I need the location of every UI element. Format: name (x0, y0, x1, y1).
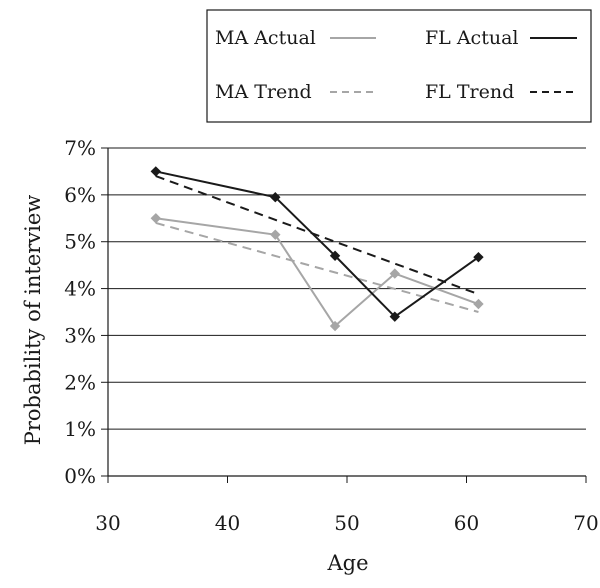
legend-label-ma-trend: MA Trend (215, 81, 312, 103)
point-fl-actual-3 (389, 311, 401, 322)
x-tick-label-0: 30 (95, 511, 120, 535)
y-tick-label-4: 4% (64, 277, 96, 301)
point-fl-actual-0 (150, 166, 162, 177)
legend-label-ma-actual: MA Actual (215, 27, 316, 49)
point-ma-actual-4 (473, 298, 484, 310)
y-tick-label-3: 3% (64, 323, 96, 347)
y-tick-label-2: 2% (64, 370, 96, 394)
series-line-fl-trend (155, 175, 479, 296)
y-tick-label-5: 5% (64, 230, 96, 254)
gridlines (108, 147, 586, 430)
series-markers (150, 166, 484, 332)
point-ma-actual-1 (270, 229, 281, 240)
point-ma-actual-0 (150, 213, 162, 224)
x-tick-label-3: 60 (454, 511, 479, 535)
x-tick-label-4: 70 (573, 511, 598, 535)
legend: MA Actual FL Actual MA Trend FL Trend (206, 9, 592, 123)
series-line-ma-trend (155, 222, 479, 313)
x-axis-title: Age (326, 551, 368, 575)
point-fl-actual-1 (270, 191, 281, 203)
legend-label-fl-trend: FL Trend (425, 81, 514, 103)
point-ma-actual-3 (389, 268, 401, 279)
point-fl-actual-2 (329, 250, 341, 261)
point-fl-actual-4 (473, 251, 484, 263)
legend-box (206, 9, 592, 123)
axes (101, 147, 587, 483)
legend-label-fl-actual: FL Actual (425, 27, 518, 49)
y-tick-label-1: 1% (64, 417, 96, 441)
y-tick-label-0: 0% (64, 464, 96, 488)
point-ma-actual-2 (329, 320, 341, 332)
y-tick-label-7: 7% (64, 136, 96, 160)
x-tick-label-1: 40 (215, 511, 240, 535)
x-tick-label-2: 50 (334, 511, 359, 535)
tick-labels: 0% 1% 2% 3% 4% 5% 6% 7% 30 40 50 60 70 (64, 136, 598, 535)
y-tick-label-6: 6% (64, 183, 96, 207)
y-axis-title: Probability of interview (21, 195, 45, 446)
